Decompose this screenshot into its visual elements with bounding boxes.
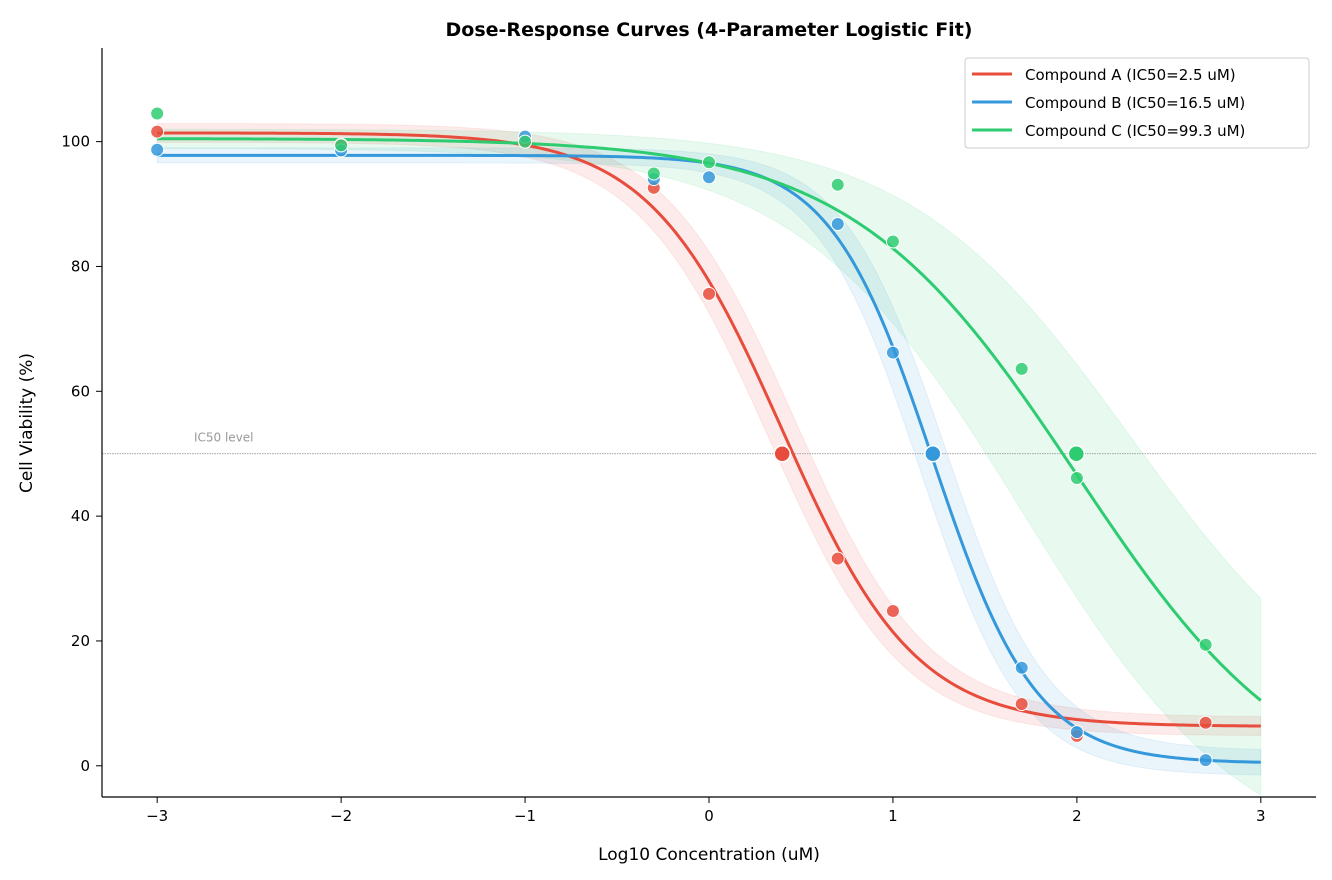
- data-point: [646, 166, 661, 181]
- data-point: [334, 138, 349, 153]
- ic50-marker: [924, 444, 942, 463]
- data-point: [885, 345, 900, 360]
- data-point: [1014, 660, 1029, 675]
- data-point: [1198, 753, 1213, 768]
- y-axis-label: Cell Viability (%): [17, 353, 37, 493]
- data-point: [702, 155, 716, 170]
- ic50-level-label: IC50 level: [194, 431, 254, 445]
- data-point: [150, 124, 165, 139]
- ic50-marker: [1067, 444, 1086, 463]
- legend-label: Compound B (IC50=16.5 uM): [1025, 94, 1245, 112]
- data-point: [150, 106, 165, 121]
- y-tick-label: 40: [71, 507, 90, 525]
- data-point: [885, 234, 900, 249]
- x-tick-label: 3: [1256, 807, 1266, 825]
- data-point: [885, 603, 900, 618]
- fit-curve-0: [157, 131, 1261, 728]
- legend-label: Compound A (IC50=2.5 uM): [1025, 66, 1236, 84]
- data-point: [1014, 696, 1029, 711]
- legend-box: [964, 57, 1310, 149]
- chart-title: Dose-Response Curves (4-Parameter Logist…: [446, 19, 973, 41]
- x-tick-label: −1: [514, 807, 536, 825]
- data-point: [1069, 725, 1084, 740]
- axes: −3 −2 −1 0 1 2 3 0 20 40 60 80 100: [61, 48, 1316, 825]
- confidence-band-2: [156, 128, 1262, 796]
- data-point: [1198, 715, 1213, 730]
- x-tick-label: 0: [704, 807, 714, 825]
- y-tick-label: 80: [71, 257, 90, 275]
- data-point: [830, 177, 845, 192]
- data-point: [702, 286, 716, 301]
- data-point: [150, 142, 165, 157]
- data-point: [830, 551, 845, 566]
- data-point: [702, 170, 716, 185]
- legend: Compound A (IC50=2.5 uM) Compound B (IC50…: [964, 57, 1310, 149]
- x-tick-label: −3: [146, 807, 168, 825]
- y-tick-label: 20: [71, 632, 90, 650]
- y-tick-label: 100: [61, 133, 90, 151]
- data-points: [150, 106, 1213, 768]
- x-tick-label: −2: [330, 807, 352, 825]
- data-point: [1198, 637, 1213, 652]
- y-tick-label: 0: [80, 757, 90, 775]
- confidence-bands: [156, 123, 1262, 796]
- x-tick-label: 2: [1072, 807, 1082, 825]
- y-tick-label: 60: [71, 382, 90, 400]
- legend-label: Compound C (IC50=99.3 uM): [1025, 122, 1245, 140]
- x-tick-label: 1: [888, 807, 898, 825]
- ic50-marker: [773, 444, 791, 463]
- data-point: [518, 134, 533, 149]
- data-point: [1069, 471, 1084, 486]
- data-point: [830, 217, 845, 232]
- x-axis-label: Log10 Concentration (uM): [598, 845, 820, 865]
- data-point: [1014, 361, 1029, 376]
